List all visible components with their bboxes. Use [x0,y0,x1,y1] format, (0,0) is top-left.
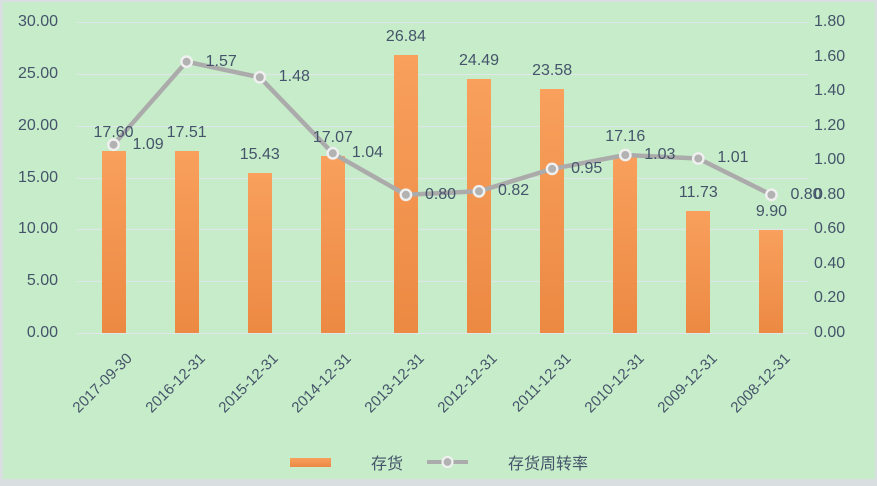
secondary-y-tick-label: 1.80 [814,13,846,30]
gridline [77,177,808,179]
x-tick-label: 2011-12-31 [508,350,575,416]
x-tick-label: 2010-12-31 [580,350,648,417]
line-value-label: 0.95 [571,159,603,177]
line-marker [107,138,120,152]
line-marker [545,162,559,176]
bar [101,150,126,333]
line-value-label: 1.57 [205,52,237,70]
line-marker [180,55,194,69]
legend-bar-swatch [289,457,331,467]
plot-area: 17.60 17.51 15.43 17.07 26.84 24.49 23.58 17.16… [77,22,822,334]
gridline [77,229,808,231]
secondary-y-tick-label: 1.60 [814,47,846,65]
x-tick-label: 2009-12-31 [654,350,721,417]
secondary-y-tick-label: 0.00 [814,324,846,341]
line-value-label: 1.09 [132,135,164,153]
line-marker [326,146,340,160]
line-value-label: 1.01 [717,149,749,167]
line-value-label: 0.82 [498,182,530,200]
line-marker [399,188,413,202]
legend-label-bar-series: 存货 [370,456,403,473]
bar-value-label: 23.58 [532,61,573,79]
bar-value-label: 17.07 [312,129,353,147]
turnover-line [111,59,774,198]
line-marker [472,184,486,198]
secondary-y-tick-label: 0.80 [814,185,846,203]
bar-value-label: 24.49 [459,52,500,70]
primary-y-tick-label: 20.00 [17,116,58,134]
bar [320,156,345,333]
legend-label-line-series: 存货周转率 [508,456,589,473]
x-tick-label: 2016-12-31 [142,350,209,417]
line-marker [691,152,705,165]
primary-y-tick-label: 15.00 [17,168,58,186]
gridline [77,73,808,75]
bar [686,211,711,333]
primary-y-tick-label: 0.00 [26,324,58,341]
line-value-label: 1.04 [351,144,383,162]
x-tick-label: 2013-12-31 [361,350,428,417]
bar-value-label: 15.43 [239,146,280,164]
bar-value-label: 17.60 [93,123,134,141]
bar-value-label: 11.73 [678,184,718,202]
secondary-y-tick-label: 0.60 [814,220,846,238]
bar [467,79,492,333]
gridline [77,281,808,283]
x-tick-label: 2017-09-30 [69,350,136,417]
line-value-label: 1.03 [644,146,676,164]
bar-value-label: 26.84 [385,27,426,45]
gridline [77,22,808,23]
legend-line-swatch [427,455,468,469]
line-value-label: 1.48 [278,68,310,86]
primary-y-tick-label: 30.00 [17,13,58,30]
line-value-label: 0.80 [790,185,822,203]
bar [540,88,565,333]
secondary-y-tick-label: 1.40 [814,82,846,100]
line-marker [618,148,632,162]
primary-y-tick-label: 10.00 [17,220,58,238]
primary-y-tick-label: 25.00 [17,64,58,82]
x-tick-label: 2014-12-31 [288,350,355,417]
secondary-y-tick-label: 0.20 [814,289,846,307]
secondary-y-tick-label: 1.00 [814,151,846,169]
bar-value-label: 9.90 [755,203,788,221]
x-tick-label: 2012-12-31 [434,350,502,417]
gridline [77,125,808,127]
bar-value-label: 17.51 [166,124,207,142]
bar [174,151,199,333]
bar [613,155,638,333]
bar-value-label: 17.16 [605,128,646,146]
line-marker [253,70,267,84]
secondary-y-tick-label: 0.40 [814,254,846,272]
legend: 存货 存货周转率 [3,450,875,474]
bar [247,173,272,333]
x-tick-label: 2008-12-31 [727,350,794,417]
secondary-y-tick-label: 1.20 [814,116,846,134]
gridline [77,333,808,334]
line-series-layer [107,55,778,202]
bar [759,230,784,333]
line-value-label: 0.80 [424,185,457,203]
line-marker [765,188,778,202]
primary-y-tick-label: 5.00 [26,272,58,290]
chart-plot-background: 17.60 17.51 15.43 17.07 26.84 24.49 23.58 17.16… [3,2,875,479]
x-tick-label: 2015-12-31 [215,350,282,417]
